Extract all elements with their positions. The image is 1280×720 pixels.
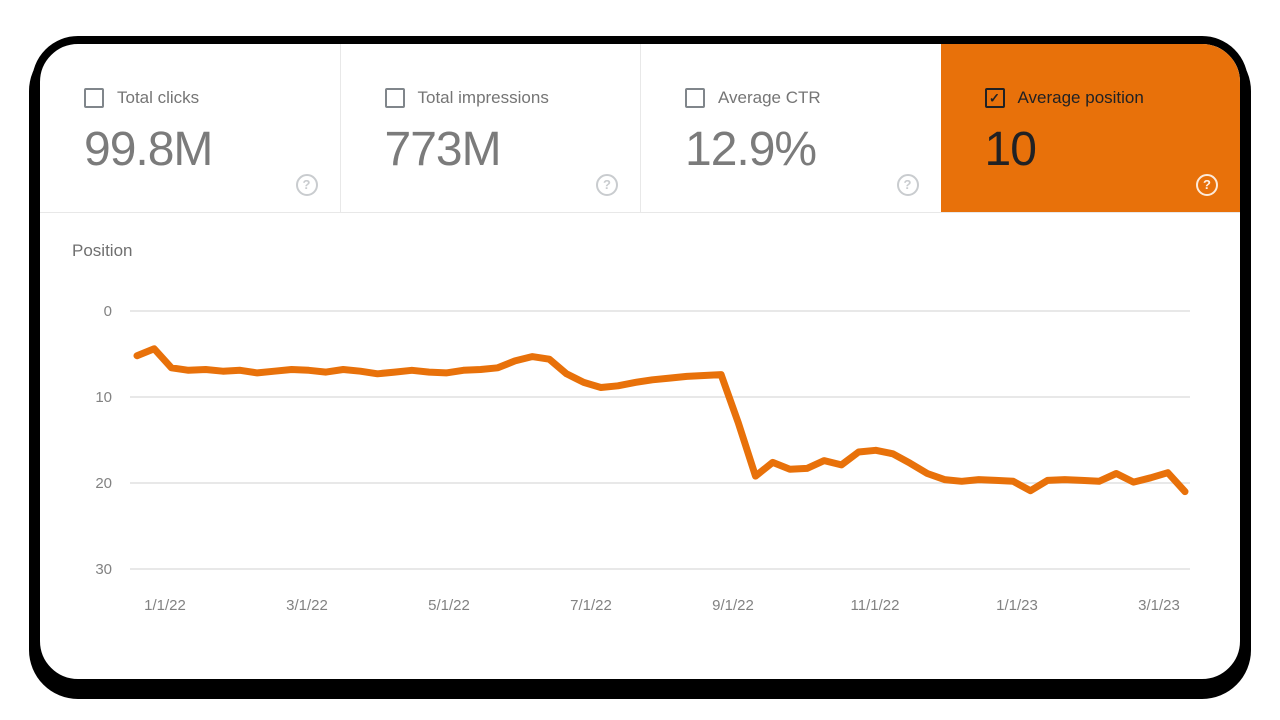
metric-card-total-clicks[interactable]: ✓ Total clicks 99.8M ? [40,44,340,212]
metric-label: Total impressions [417,88,549,107]
x-axis-tick-5/1/22: 5/1/22 [428,597,470,614]
metric-card-header: ✓ Average position [984,88,1241,108]
x-axis-tick-1/1/23: 1/1/23 [996,597,1038,614]
metric-cards-row: ✓ Total clicks 99.8M ? ✓ Total impressio… [40,44,1240,213]
position-chart: Position 0 10 20 30 1/1/22 3/1/22 5/1/22 7/1/22… [40,213,1240,679]
x-axis-tick-3/1/22: 3/1/22 [286,597,328,614]
metric-value: 773M [384,123,502,176]
metric-label: Average CTR [718,88,821,107]
x-axis-tick-7/1/22: 7/1/22 [570,597,612,614]
metric-card-average-ctr[interactable]: ✓ Average CTR 12.9% ? [640,44,941,212]
x-axis-tick-11/1/22: 11/1/22 [851,597,900,614]
metric-label: Average position [1017,88,1144,107]
help-icon[interactable]: ? [896,174,919,196]
chart-axis-title: Position [72,241,133,260]
average-position-line [133,345,1189,496]
metric-card-header: ✓ Total impressions [384,88,641,108]
checkbox-checked-icon[interactable]: ✓ [984,88,1005,108]
metric-card-average-position[interactable]: ✓ Average position 10 ? [940,44,1241,212]
metric-card-header: ✓ Total clicks [84,88,340,108]
metric-value: 12.9% [685,123,817,176]
y-axis-tick-0: 0 [104,303,112,320]
metric-value: 99.8M [84,123,213,176]
help-icon[interactable]: ? [295,174,318,196]
checkbox-unchecked-icon[interactable]: ✓ [384,88,405,108]
help-icon[interactable]: ? [596,174,618,196]
metric-card-total-impressions[interactable]: ✓ Total impressions 773M ? [339,44,641,212]
help-icon[interactable]: ? [1196,174,1218,196]
checkbox-unchecked-icon[interactable]: ✓ [84,88,104,108]
performance-report-panel: ✓ Total clicks 99.8M ? ✓ Total impressio… [32,36,1248,687]
check-icon: ✓ [989,90,1000,105]
y-axis-tick-10: 10 [95,389,112,406]
y-axis-tick-30: 30 [95,561,112,578]
metric-label: Total clicks [117,88,200,107]
x-axis-tick-1/1/22: 1/1/22 [144,597,186,614]
metric-card-header: ✓ Average CTR [685,88,941,108]
metric-value: 10 [984,123,1037,176]
x-axis-tick-9/1/22: 9/1/22 [712,597,754,614]
position-line-chart-canvas: 0 10 20 30 1/1/22 3/1/22 5/1/22 7/1/22 9/1/22 11/… [95,303,1190,614]
x-axis-tick-3/1/23: 3/1/23 [1138,597,1180,614]
checkbox-unchecked-icon[interactable]: ✓ [685,88,705,108]
y-axis-tick-20: 20 [95,475,112,492]
